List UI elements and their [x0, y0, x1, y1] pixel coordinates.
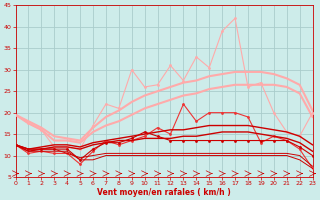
X-axis label: Vent moyen/en rafales ( km/h ): Vent moyen/en rafales ( km/h ) — [97, 188, 231, 197]
